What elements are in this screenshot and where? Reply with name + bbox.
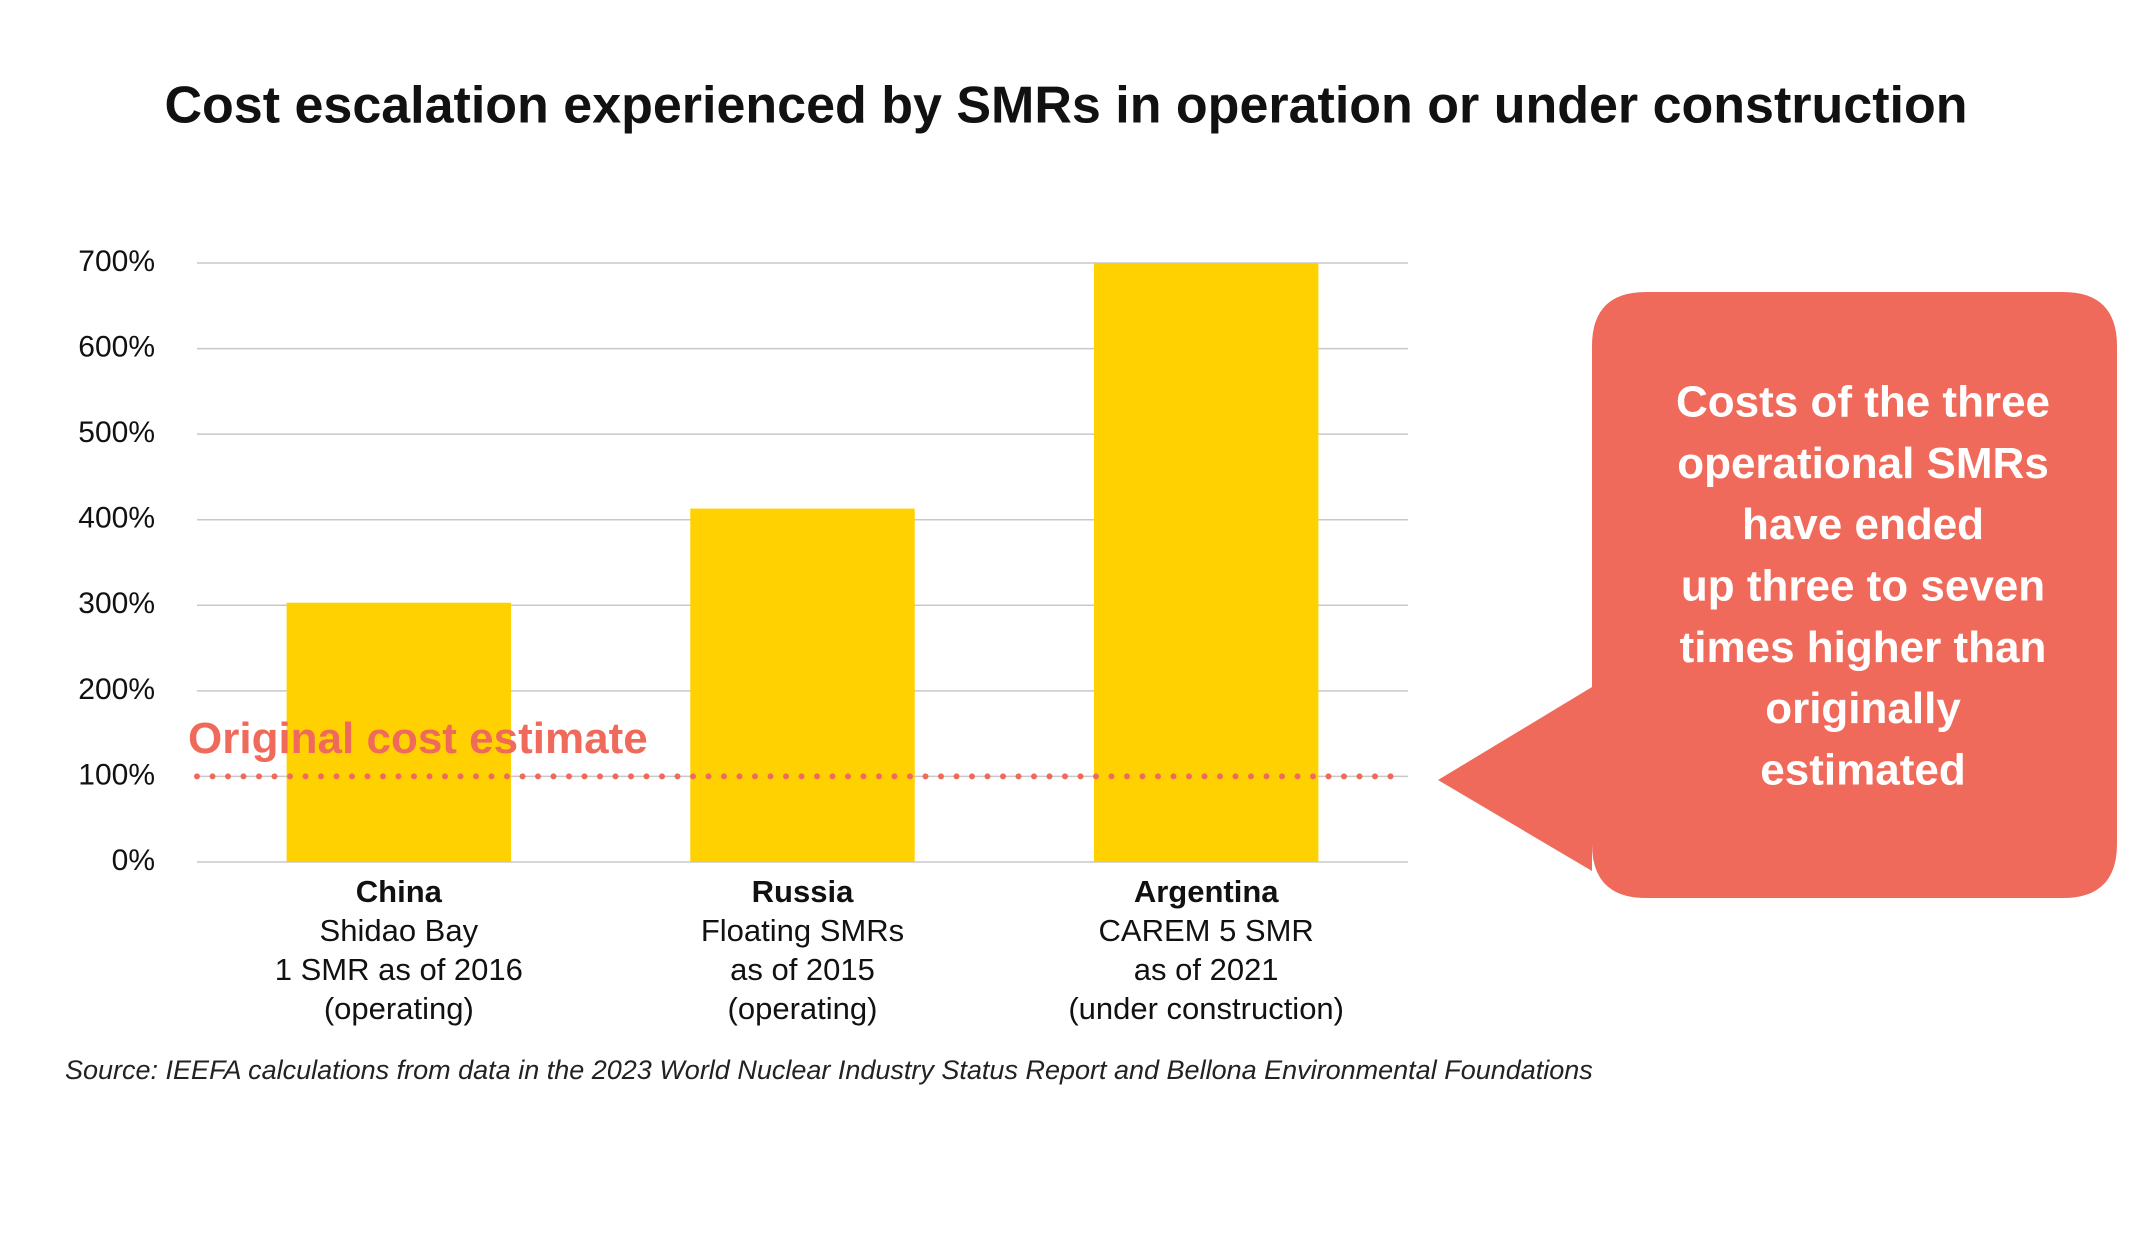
y-tick-label: 100% — [78, 758, 155, 791]
callout-line: estimated — [1760, 745, 1965, 794]
x-tick-sublabel: CAREM 5 SMR — [1099, 913, 1314, 948]
x-tick-label: Argentina — [1134, 874, 1279, 909]
y-tick-label: 400% — [78, 502, 155, 535]
x-tick-sublabel: Shidao Bay — [320, 913, 479, 948]
x-tick-sublabel: as of 2015 — [730, 952, 875, 987]
x-tick-label: Russia — [752, 874, 854, 909]
y-tick-label: 700% — [78, 245, 155, 278]
x-tick-sublabel: (operating) — [728, 991, 878, 1026]
bar — [286, 602, 512, 862]
chart-title: Cost escalation experienced by SMRs in o… — [164, 77, 1967, 135]
x-tick-sublabel: (operating) — [324, 991, 474, 1026]
x-tick-sublabel: Floating SMRs — [701, 913, 904, 948]
callout-line: operational SMRs — [1677, 439, 2049, 488]
callout-line: have ended — [1742, 500, 1984, 549]
y-tick-label: 600% — [78, 330, 155, 363]
source-note: Source: IEEFA calculations from data in … — [65, 1055, 1593, 1085]
callout-line: times higher than — [1680, 623, 2047, 672]
x-tick-sublabel: 1 SMR as of 2016 — [275, 952, 523, 987]
y-tick-label: 200% — [78, 673, 155, 706]
callout-box — [1438, 292, 2117, 898]
callout-line: originally — [1765, 684, 1961, 733]
callout-line: up three to seven — [1681, 562, 2045, 611]
bar — [1093, 263, 1319, 862]
x-tick-label: China — [356, 874, 443, 909]
x-tick-sublabel: as of 2021 — [1134, 952, 1279, 987]
x-tick-sublabel: (under construction) — [1068, 991, 1344, 1026]
y-tick-label: 0% — [112, 844, 155, 877]
y-tick-label: 500% — [78, 416, 155, 449]
callout-line: Costs of the three — [1676, 378, 2050, 427]
reference-label: Original cost estimate — [188, 714, 648, 763]
labels: 0% 100% 200% 300% 400% 500% 600% 700% China Shida… — [78, 245, 1405, 1026]
bar — [690, 508, 915, 862]
y-tick-label: 300% — [78, 587, 155, 620]
callout: Costs of the three operational SMRs have e… — [1676, 378, 2050, 795]
bars — [286, 263, 1319, 862]
